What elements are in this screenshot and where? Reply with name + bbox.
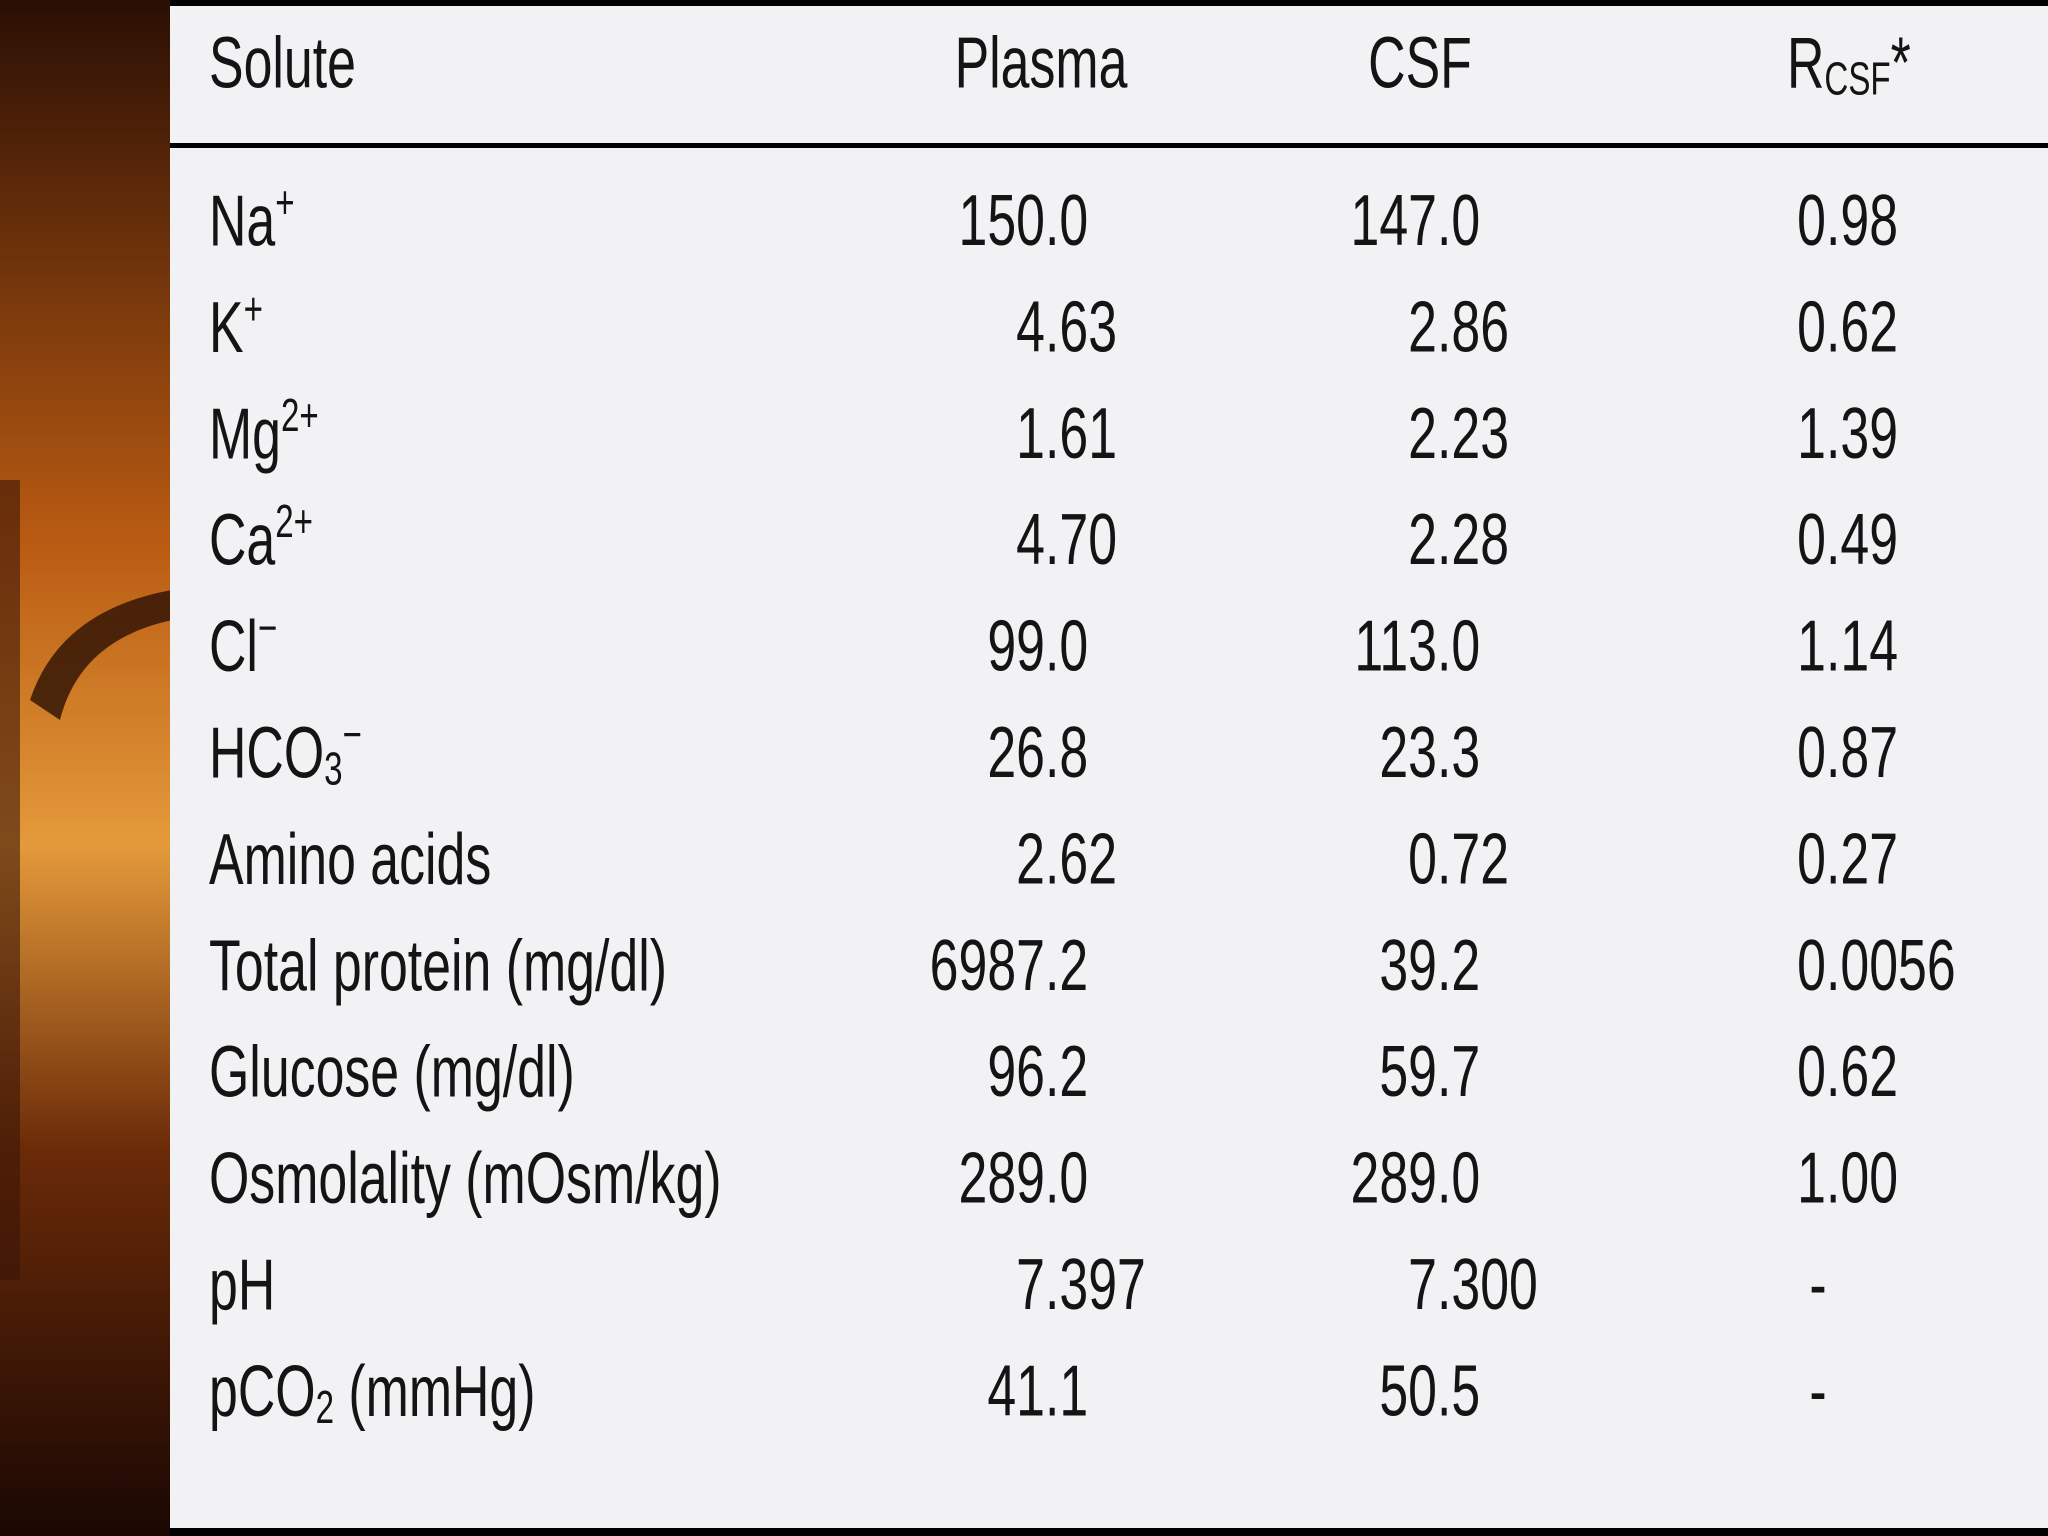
header-rule [170, 143, 2048, 148]
cell-text: Amino acids [209, 819, 491, 899]
cell-value: 1.61 [1016, 394, 1117, 474]
glass-rim [30, 590, 172, 720]
solute-label: Na+ [209, 177, 295, 261]
cell-text: pCO [209, 1351, 316, 1431]
cell-value: 0.0056 [1797, 926, 1956, 1006]
solute-label: Cl− [209, 603, 277, 687]
solute-label: Glucose (mg/dl) [209, 1032, 575, 1112]
solute-label: HCO3− [209, 709, 362, 794]
cell-text: Plasma [955, 23, 1128, 103]
cell-value: 59.7 [1379, 1032, 1480, 1112]
solute-label: Total protein (mg/dl) [209, 926, 667, 1006]
cell-value: 0.62 [1797, 1032, 1898, 1112]
table-panel [170, 0, 2048, 1536]
cell-text: K [209, 287, 244, 367]
solute-label: Ca2+ [209, 497, 313, 581]
cell-value: - [1809, 1351, 1826, 1431]
cell-value: - [1809, 1245, 1826, 1325]
cell-text: pH [209, 1245, 275, 1325]
cell-value: 4.70 [1016, 500, 1117, 580]
cell-text: Glucose (mg/dl) [209, 1032, 575, 1112]
superscript: + [275, 177, 294, 227]
column-header: CSF [1368, 23, 1472, 103]
column-header: Solute [209, 23, 356, 103]
solute-label: Amino acids [209, 819, 491, 899]
cell-value: 0.98 [1797, 181, 1898, 261]
superscript: − [343, 709, 362, 759]
superscript: 2+ [275, 497, 313, 547]
cell-value: 41.1 [987, 1351, 1088, 1431]
superscript: − [258, 603, 277, 653]
cell-value: 0.62 [1797, 287, 1898, 367]
table: Solute Plasma CSF RCSF*Na+ 150.0 147.0 0.98K+ 4… [209, 23, 1956, 1433]
cell-value: 1.14 [1797, 606, 1898, 686]
cell-value: 2.28 [1408, 500, 1509, 580]
cell-value: 0.27 [1797, 819, 1898, 899]
column-header: Plasma [955, 23, 1128, 103]
cell-text: Ca [209, 500, 275, 580]
cell-value: 2.86 [1408, 287, 1509, 367]
column-header: RCSF* [1787, 23, 1911, 105]
photo-strip [0, 0, 172, 1536]
cell-text: Solute [209, 23, 356, 103]
cell-value: 6987.2 [930, 926, 1089, 1006]
cell-value: 0.72 [1408, 819, 1509, 899]
cell-value: 7.300 [1408, 1245, 1538, 1325]
cell-value: 4.63 [1016, 287, 1117, 367]
cell-value: 0.49 [1797, 500, 1898, 580]
cell-value: 23.3 [1379, 713, 1480, 793]
cell-text: Mg [209, 394, 281, 474]
cell-value: 7.397 [1016, 1245, 1146, 1325]
cell-value: 26.8 [987, 713, 1088, 793]
solute-label: pH [209, 1245, 275, 1325]
cell-value: 150.0 [958, 181, 1088, 261]
solute-label: pCO2 (mmHg) [209, 1351, 536, 1433]
glass-edge [0, 480, 20, 1280]
superscript: + [244, 284, 263, 334]
cell-value: 1.00 [1797, 1138, 1898, 1218]
cell-text: * [1891, 23, 1911, 103]
cell-value: 289.0 [958, 1138, 1088, 1218]
cell-text: HCO [209, 713, 324, 793]
cell-text: R [1787, 23, 1824, 103]
cell-value: 99.0 [987, 606, 1088, 686]
cell-value: 0.87 [1797, 713, 1898, 793]
solute-label: Osmolality (mOsm/kg) [209, 1138, 722, 1218]
cell-text: CSF [1368, 23, 1472, 103]
superscript: 2+ [281, 390, 319, 440]
cell-value: 2.23 [1408, 394, 1509, 474]
cell-value: 39.2 [1379, 926, 1480, 1006]
cell-value: 289.0 [1350, 1138, 1480, 1218]
cell-value: 113.0 [1354, 606, 1480, 686]
cell-text: Cl [209, 606, 258, 686]
cell-value: 50.5 [1379, 1351, 1480, 1431]
subscript: 3 [324, 744, 342, 794]
subscript: 2 [316, 1382, 334, 1432]
cell-text: Na [209, 181, 275, 261]
solute-label: Mg2+ [209, 390, 319, 474]
bottom-border [170, 1528, 2048, 1536]
cell-value: 96.2 [987, 1032, 1088, 1112]
cell-value: 2.62 [1016, 819, 1117, 899]
solute-label: K+ [209, 284, 263, 368]
top-border [170, 0, 2048, 6]
cell-text: (mmHg) [334, 1351, 536, 1431]
cell-text: Total protein (mg/dl) [209, 926, 667, 1006]
cell-value: 147.0 [1350, 181, 1480, 261]
cell-text: Osmolality (mOsm/kg) [209, 1138, 722, 1218]
cell-value: 1.39 [1797, 394, 1898, 474]
subscript: CSF [1824, 54, 1890, 104]
